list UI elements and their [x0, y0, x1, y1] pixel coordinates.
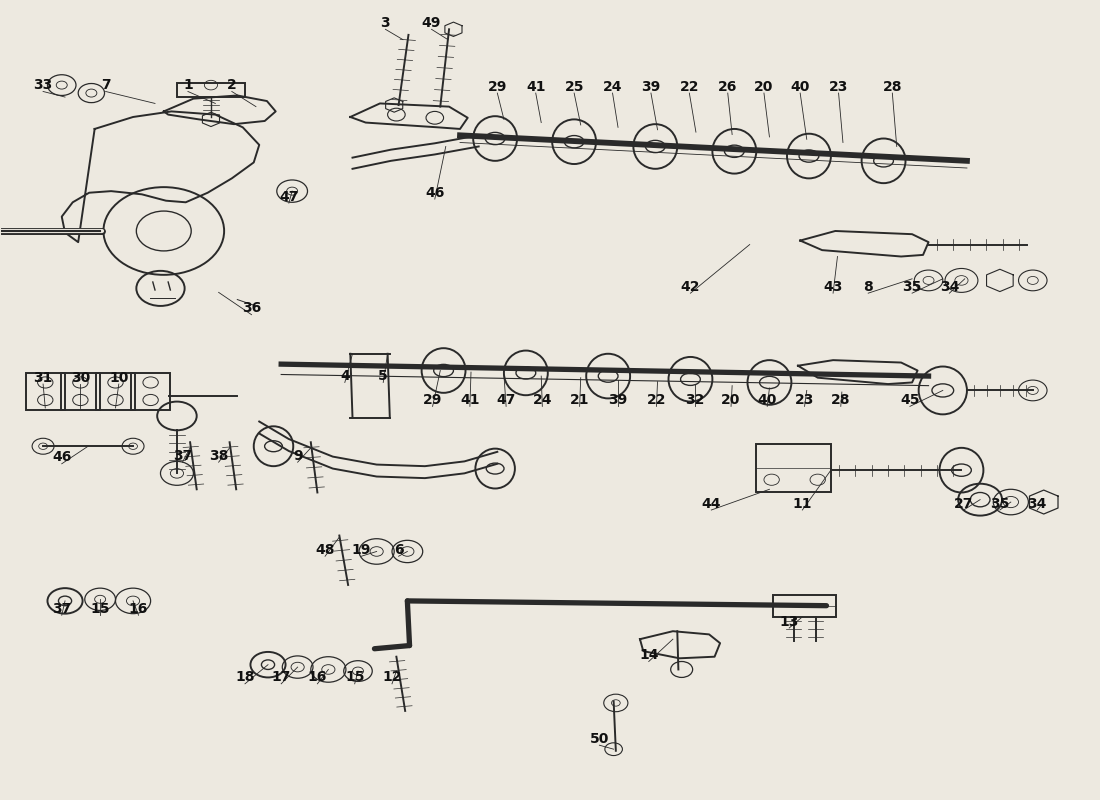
Text: 41: 41: [460, 393, 480, 407]
Text: 35: 35: [902, 280, 922, 294]
Text: 14: 14: [639, 648, 659, 662]
Text: 42: 42: [681, 280, 701, 294]
Text: 22: 22: [647, 393, 667, 407]
Text: 39: 39: [641, 80, 661, 94]
Text: 20: 20: [755, 80, 773, 94]
Text: 34: 34: [1027, 497, 1047, 510]
Text: 47: 47: [496, 393, 516, 407]
Text: 50: 50: [590, 732, 609, 746]
Text: 4: 4: [340, 369, 350, 383]
Text: 21: 21: [570, 393, 590, 407]
Text: 16: 16: [308, 670, 327, 685]
Bar: [131, 373, 170, 410]
Text: 5: 5: [378, 369, 388, 383]
Text: 33: 33: [33, 78, 53, 92]
Text: 45: 45: [900, 393, 920, 407]
Text: 24: 24: [603, 80, 623, 94]
Text: 13: 13: [780, 614, 799, 629]
Bar: [96, 373, 135, 410]
Text: 11: 11: [793, 497, 812, 510]
Text: 22: 22: [680, 80, 700, 94]
Text: 23: 23: [795, 393, 814, 407]
Text: 27: 27: [954, 497, 974, 510]
Text: 38: 38: [209, 449, 229, 463]
Text: 48: 48: [316, 543, 334, 557]
Text: 35: 35: [990, 497, 1010, 510]
Text: 20: 20: [722, 393, 740, 407]
Text: 39: 39: [608, 393, 628, 407]
Text: 8: 8: [864, 280, 873, 294]
Text: 43: 43: [824, 280, 843, 294]
Text: 46: 46: [425, 186, 444, 200]
Text: 2: 2: [227, 78, 236, 92]
Text: 1: 1: [183, 78, 192, 92]
Text: 9: 9: [293, 449, 303, 463]
Bar: [60, 373, 100, 410]
Text: 31: 31: [33, 370, 53, 385]
Bar: [25, 373, 65, 410]
Text: 28: 28: [882, 80, 902, 94]
Text: 17: 17: [272, 670, 290, 685]
Text: 40: 40: [791, 80, 810, 94]
Text: 24: 24: [532, 393, 552, 407]
Text: 29: 29: [422, 393, 442, 407]
Bar: [177, 82, 245, 97]
Text: 23: 23: [829, 80, 848, 94]
Text: 47: 47: [279, 190, 298, 204]
Text: 37: 37: [52, 602, 72, 616]
Text: 46: 46: [52, 450, 72, 464]
Text: 15: 15: [345, 670, 364, 685]
Text: 25: 25: [564, 80, 584, 94]
Text: 12: 12: [383, 670, 402, 685]
Text: 34: 34: [939, 280, 959, 294]
Text: 41: 41: [526, 80, 546, 94]
Text: 32: 32: [685, 393, 704, 407]
Text: 6: 6: [394, 543, 404, 557]
Text: 36: 36: [242, 302, 261, 315]
Text: 3: 3: [381, 16, 390, 30]
Text: 49: 49: [421, 16, 441, 30]
Text: 26: 26: [718, 80, 737, 94]
Text: 30: 30: [70, 370, 90, 385]
Bar: [757, 444, 830, 492]
Text: 29: 29: [487, 80, 507, 94]
Text: 44: 44: [702, 497, 721, 510]
Bar: [772, 594, 836, 617]
Text: 7: 7: [101, 78, 110, 92]
Text: 37: 37: [173, 449, 192, 463]
Text: 40: 40: [758, 393, 777, 407]
Text: 16: 16: [129, 602, 149, 616]
Text: 10: 10: [109, 370, 129, 385]
Text: 19: 19: [352, 543, 371, 557]
Text: 18: 18: [235, 670, 255, 685]
Text: 28: 28: [830, 393, 850, 407]
Text: 15: 15: [90, 602, 110, 616]
